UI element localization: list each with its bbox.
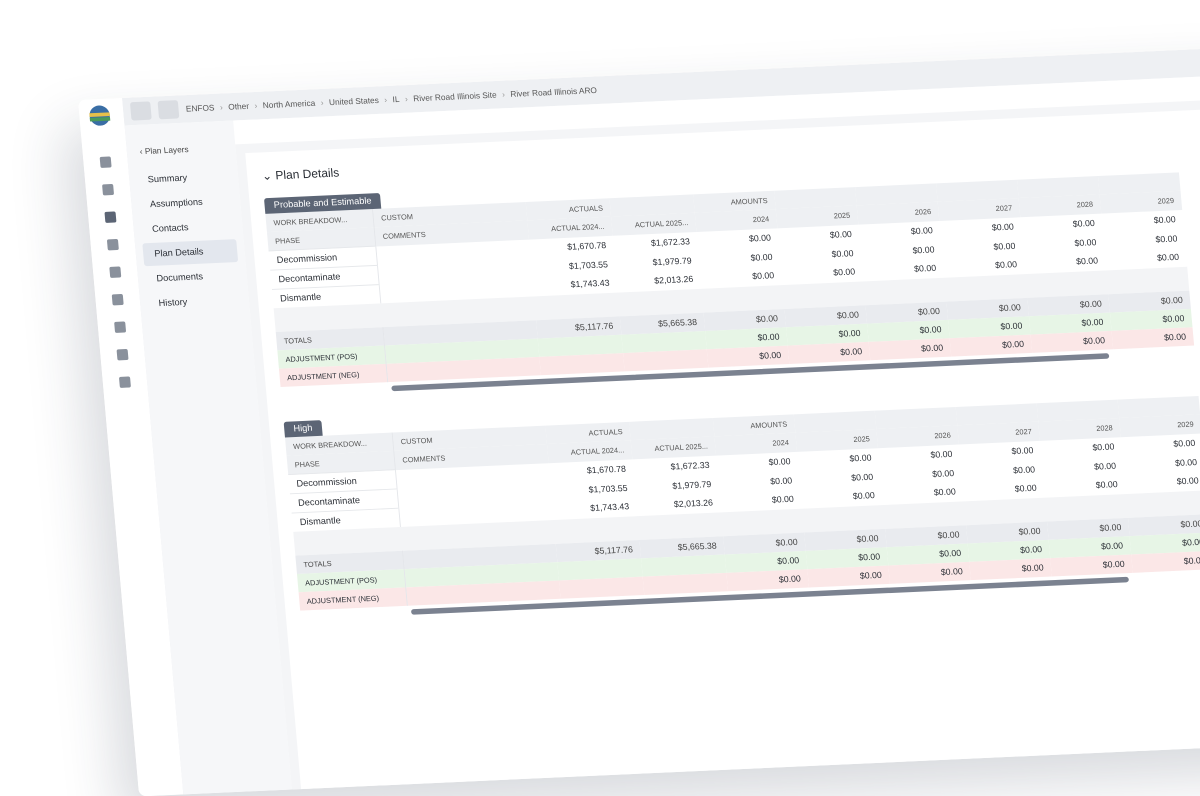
cell bbox=[558, 576, 645, 599]
nav-list: Summary Assumptions Contacts Plan Details Do… bbox=[128, 165, 249, 317]
cell bbox=[623, 349, 709, 372]
nav-item[interactable]: Plan Details bbox=[142, 239, 239, 267]
breadcrumb-item[interactable]: IL bbox=[392, 94, 400, 105]
table-section: Probable and Estimable WORK BREAKDOW... CU… bbox=[263, 151, 1200, 396]
nav-icon[interactable] bbox=[106, 238, 119, 251]
nav-icon[interactable] bbox=[111, 293, 124, 306]
cell: ADJUSTMENT (NEG) bbox=[298, 587, 408, 611]
separator: › bbox=[404, 94, 409, 104]
nav-icon[interactable] bbox=[102, 183, 115, 196]
data-table: WORK BREAKDOW... CUSTOM ACTUALS AMOUNTS PHAS… bbox=[284, 395, 1200, 611]
breadcrumb-item[interactable]: North America bbox=[262, 98, 316, 110]
nav-icon[interactable] bbox=[118, 376, 131, 388]
back-label[interactable]: Plan Layers bbox=[144, 144, 189, 156]
nav-icon[interactable] bbox=[114, 321, 127, 333]
app-window: ENFOS › Other › North America › United States ›… bbox=[78, 45, 1200, 796]
nav-icon[interactable] bbox=[116, 348, 129, 361]
cell bbox=[642, 572, 728, 596]
cell: $0.00 bbox=[787, 341, 871, 364]
cell: $0.00 bbox=[969, 558, 1052, 581]
page-title: Plan Details bbox=[274, 165, 340, 183]
breadcrumb-item[interactable]: River Road Illinois Site bbox=[412, 90, 497, 104]
search-icon[interactable] bbox=[99, 156, 112, 168]
cell: $0.00 bbox=[868, 338, 952, 361]
breadcrumb-item[interactable]: River Road Illinois ARO bbox=[509, 85, 598, 99]
nav-item[interactable]: Summary bbox=[147, 173, 188, 186]
breadcrumb-item[interactable]: Other bbox=[227, 101, 250, 112]
cell: $0.00 bbox=[1050, 554, 1133, 577]
separator: › bbox=[219, 102, 224, 112]
separator: › bbox=[383, 95, 388, 105]
nav-icon[interactable] bbox=[109, 266, 122, 278]
content: ⌄ Plan Details Probable and Estimable WOR… bbox=[245, 106, 1200, 796]
cell: $0.00 bbox=[706, 345, 790, 368]
separator: › bbox=[320, 98, 324, 108]
cell: $0.00 bbox=[726, 569, 809, 592]
nav-icon[interactable] bbox=[104, 211, 117, 223]
main: ⌄ Plan Details Probable and Estimable WOR… bbox=[233, 73, 1200, 796]
sections: Probable and Estimable WORK BREAKDOW... CU… bbox=[263, 151, 1200, 620]
copy-button[interactable] bbox=[157, 100, 180, 120]
hierarchy-button[interactable] bbox=[129, 101, 152, 121]
nav-item[interactable]: Documents bbox=[156, 271, 204, 285]
back-link[interactable]: ‹ Plan Layers bbox=[139, 144, 189, 157]
cell: ADJUSTMENT (NEG) bbox=[278, 363, 388, 388]
nav-item[interactable]: Contacts bbox=[151, 222, 189, 235]
cell: $0.00 bbox=[949, 334, 1033, 357]
page: ENFOS › Other › North America › United States ›… bbox=[78, 45, 1200, 796]
cell: $0.00 bbox=[1111, 327, 1195, 350]
cell bbox=[539, 353, 625, 376]
breadcrumb-item[interactable]: United States bbox=[328, 95, 380, 107]
table-section: High WORK BREAKDOW... CUSTOM ACTUALS AMOUNTS… bbox=[283, 374, 1200, 619]
cell: $0.00 bbox=[807, 565, 890, 588]
breadcrumb-item[interactable]: ENFOS bbox=[185, 103, 215, 114]
nav-item[interactable]: Assumptions bbox=[149, 197, 204, 210]
section-tag: High bbox=[283, 420, 323, 438]
cell: $0.00 bbox=[888, 561, 971, 584]
icon-rail bbox=[78, 97, 185, 796]
cell: $0.00 bbox=[1030, 330, 1114, 353]
separator: › bbox=[501, 89, 506, 100]
nav-item[interactable]: History bbox=[158, 297, 188, 309]
logo bbox=[89, 105, 111, 126]
separator: › bbox=[254, 101, 258, 111]
cell: $0.00 bbox=[1131, 550, 1200, 573]
